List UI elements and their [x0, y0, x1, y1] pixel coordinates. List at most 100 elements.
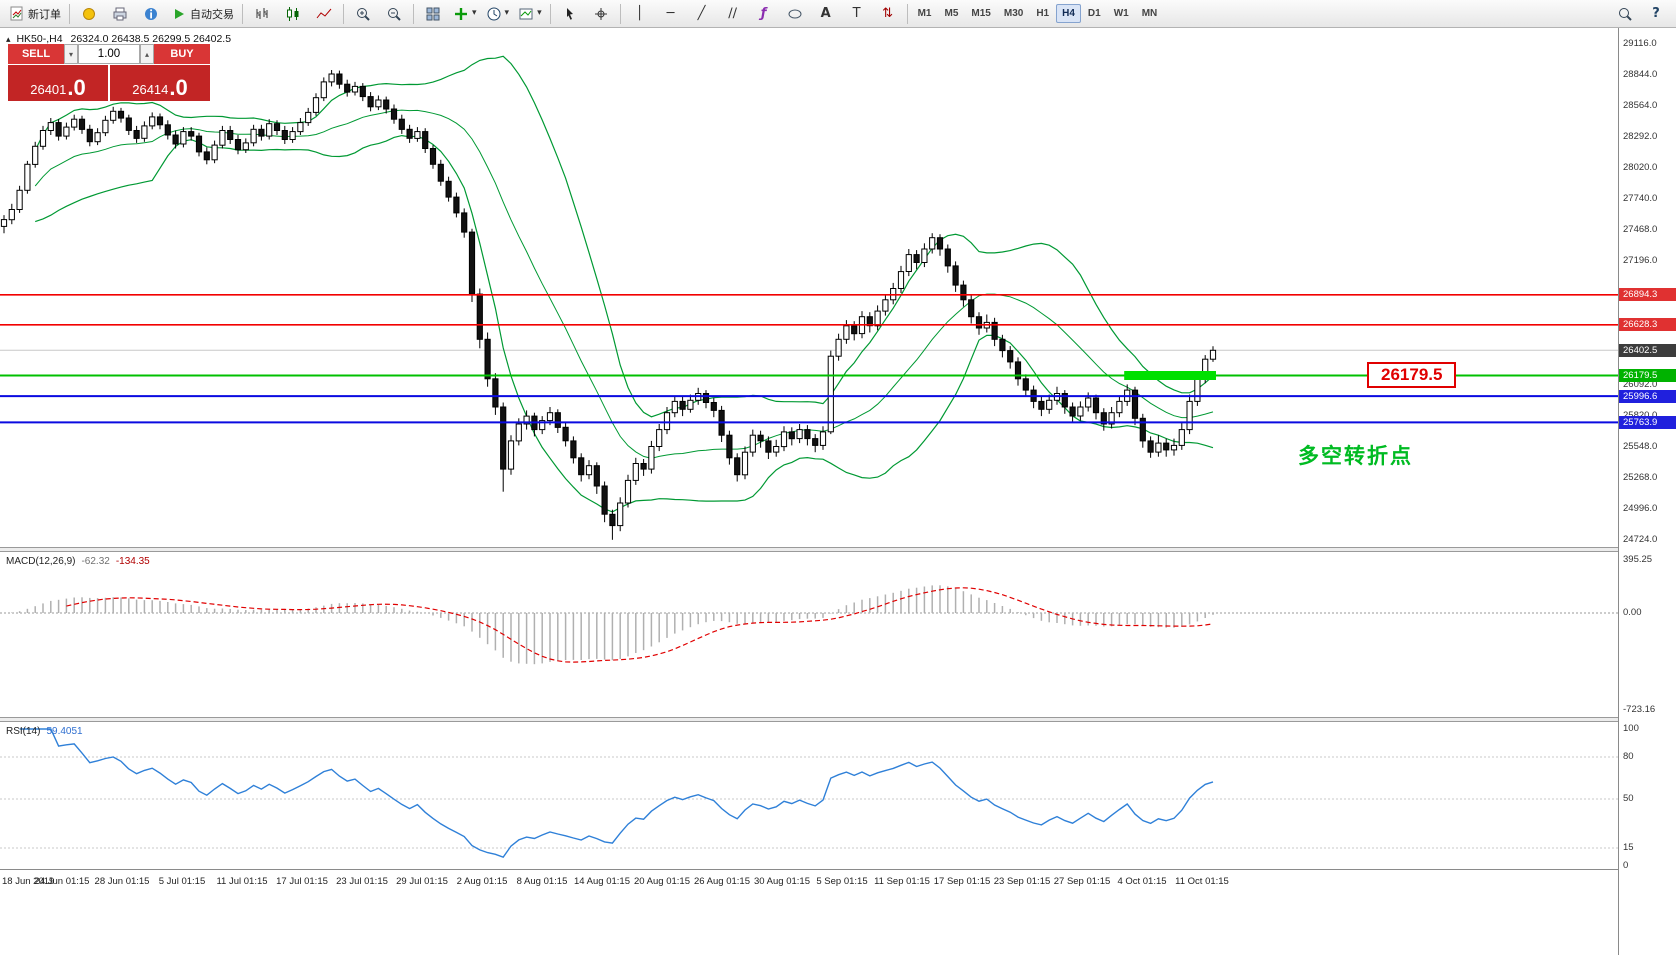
sell-price-main: 26401	[30, 82, 67, 97]
time-axis-label: 11 Jul 01:15	[216, 876, 268, 887]
price-callout-label[interactable]: 26179.5	[1367, 362, 1457, 388]
crosshair-icon	[594, 7, 607, 20]
rsi-window-divider[interactable]	[0, 717, 1676, 722]
time-axis-label: 11 Sep 01:15	[874, 876, 930, 887]
price-tag: 26402.5	[1619, 344, 1676, 357]
line-chart-button[interactable]	[309, 2, 339, 26]
time-axis-label: 11 Oct 01:15	[1175, 876, 1229, 887]
time-axis-label: 8 Aug 01:15	[516, 876, 568, 887]
vertical-line-tool-button[interactable]: │	[625, 2, 655, 26]
bar-chart-button[interactable]	[247, 2, 277, 26]
price-axis-label: 28844.0	[1623, 69, 1658, 80]
rsi-scale-label: 100	[1623, 723, 1639, 734]
time-axis-label: 24 Jun 01:15	[34, 876, 90, 887]
rsi-value: 59.4051	[46, 726, 83, 737]
timeframe-m1-button[interactable]: M1	[917, 8, 932, 19]
buy-price-main: 26414	[132, 82, 169, 97]
fibonacci-tool-button[interactable]: ƒ	[749, 2, 779, 26]
macd-name: MACD(12,26,9)	[6, 556, 76, 567]
vertical-line-icon: │	[635, 6, 644, 21]
chart-ohlc-header: ▴ HK50-,H4 26324.0 26438.5 26299.5 26402…	[6, 33, 231, 45]
text-label-tool-button[interactable]: T	[842, 2, 872, 26]
tile-windows-icon	[426, 7, 440, 20]
arrows-tool-button[interactable]: ⇅	[873, 2, 903, 26]
main-chart-plot[interactable]	[0, 30, 1618, 547]
price-tag: 26894.3	[1619, 288, 1676, 301]
tile-windows-button[interactable]	[418, 2, 448, 26]
toolbar-separator	[906, 3, 908, 24]
macd-panel-plot[interactable]	[0, 552, 1618, 717]
volume-increase-button[interactable]: ▴	[140, 44, 154, 64]
candlestick-chart-button[interactable]	[278, 2, 308, 26]
text-tool-button[interactable]: A	[811, 2, 841, 26]
timeframe-m15-button[interactable]: M15	[971, 8, 991, 19]
print-button[interactable]	[105, 2, 135, 26]
periods-caret-icon: ▾	[504, 8, 510, 18]
timeframe-m5-button[interactable]: M5	[944, 8, 959, 19]
cursor-tool-button[interactable]	[555, 2, 585, 26]
timeframe-h1-button[interactable]: H1	[1036, 8, 1050, 19]
rsi-scale-label: 50	[1623, 793, 1634, 804]
market-button[interactable]	[74, 2, 104, 26]
channel-icon: ∕∕	[728, 6, 737, 21]
toolbar: 新订单 自动交易 ▾ ▾ ▾	[0, 0, 1676, 28]
trendline-tool-button[interactable]: ╱	[687, 2, 717, 26]
timeframe-d1-button[interactable]: D1	[1087, 8, 1101, 19]
autotrading-label: 自动交易	[190, 8, 234, 21]
horizontal-line-tool-button[interactable]: ─	[656, 2, 686, 26]
time-axis-label: 30 Aug 01:15	[754, 876, 810, 887]
timeframe-mn-button[interactable]: MN	[1141, 8, 1158, 19]
toolbar-separator	[69, 3, 70, 24]
volume-decrease-button[interactable]: ▾	[64, 44, 78, 64]
price-axis-label: 29116.0	[1623, 38, 1657, 49]
time-axis-label: 26 Aug 01:15	[694, 876, 750, 887]
macd-window-divider[interactable]	[0, 547, 1676, 552]
info-button[interactable]	[136, 2, 166, 26]
print-icon	[113, 7, 127, 20]
timeframe-w1-button[interactable]: W1	[1113, 8, 1129, 19]
time-axis-label: 28 Jun 01:15	[94, 876, 150, 887]
turning-point-annotation[interactable]: 多空转折点	[1298, 445, 1413, 468]
timeframe-m30-button[interactable]: M30	[1003, 8, 1024, 19]
zoom-out-button[interactable]	[379, 2, 409, 26]
rsi-scale-label: 80	[1623, 751, 1634, 762]
zoom-in-button[interactable]	[348, 2, 378, 26]
search-button[interactable]	[1610, 2, 1640, 26]
new-order-button[interactable]: 新订单	[5, 2, 65, 26]
time-axis-label: 20 Aug 01:15	[634, 876, 690, 887]
price-tag: 25996.6	[1619, 390, 1676, 403]
new-order-icon	[10, 6, 23, 20]
clock-icon	[487, 7, 501, 20]
ellipse-tool-button[interactable]	[780, 2, 810, 26]
help-button[interactable]: ?	[1641, 2, 1671, 26]
toolbar-separator	[242, 3, 243, 24]
horizontal-line-icon: ─	[666, 6, 675, 21]
time-axis[interactable]: 18 Jun 2019 24 Jun 01:15 28 Jun 01:15 5 Jul…	[0, 869, 1618, 896]
zoom-out-icon	[388, 7, 401, 21]
time-axis-label: 14 Aug 01:15	[574, 876, 630, 887]
channel-tool-button[interactable]: ∕∕	[718, 2, 748, 26]
candlestick-chart-icon	[287, 6, 299, 21]
indicators-button[interactable]: ▾	[449, 2, 481, 26]
buy-button[interactable]: BUY	[154, 44, 210, 64]
templates-button[interactable]: ▾	[514, 2, 546, 26]
autotrading-play-icon	[175, 8, 184, 19]
price-axis[interactable]: 29116.0 28844.0 28564.0 28292.0 28020.0 27740…	[1618, 28, 1676, 955]
sell-button[interactable]: SELL	[8, 44, 64, 64]
symbol-marker-icon: ▴	[6, 34, 11, 44]
buy-price-display[interactable]: 26414 .0	[110, 65, 210, 101]
market-icon	[83, 7, 95, 20]
autotrading-button[interactable]: 自动交易	[167, 2, 238, 26]
price-tag: 26628.3	[1619, 318, 1676, 331]
timeframe-h4-button[interactable]: H4	[1056, 4, 1081, 23]
ohlc-values: 26324.0 26438.5 26299.5 26402.5	[70, 33, 232, 45]
sell-price-display[interactable]: 26401 .0	[8, 65, 108, 101]
crosshair-tool-button[interactable]	[586, 2, 616, 26]
rsi-panel-plot[interactable]	[0, 722, 1618, 869]
periods-button[interactable]: ▾	[482, 2, 514, 26]
macd-scale-label: 395.25	[1623, 554, 1653, 565]
volume-input[interactable]	[78, 44, 140, 64]
indicators-plus-icon	[455, 7, 467, 20]
chart-window: ▴ HK50-,H4 26324.0 26438.5 26299.5 26402…	[0, 28, 1676, 955]
macd-indicator-label: MACD(12,26,9) -62.32 -134.35	[6, 556, 150, 567]
